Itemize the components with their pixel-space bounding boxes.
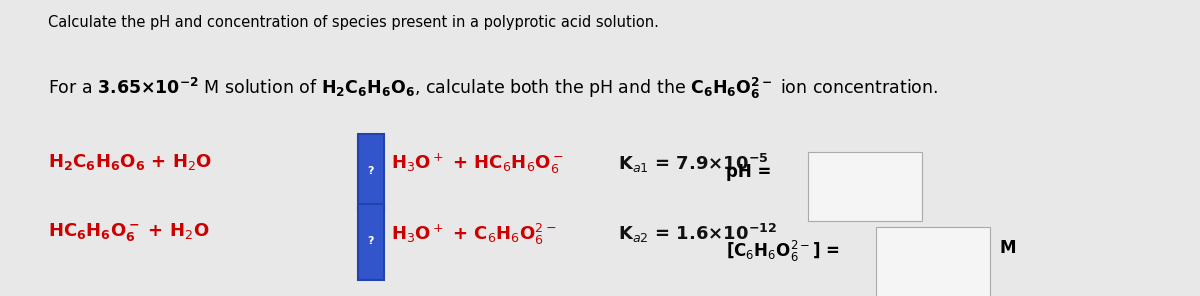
FancyBboxPatch shape	[358, 204, 384, 280]
Text: ?: ?	[367, 236, 374, 246]
Text: K$_{a1}$ = $\mathbf{7.9{\times}10^{-5}}$: K$_{a1}$ = $\mathbf{7.9{\times}10^{-5}}$	[618, 152, 769, 175]
Text: pH =: pH =	[726, 163, 772, 181]
FancyBboxPatch shape	[808, 152, 922, 221]
Text: H$_3$O$^+$ + HC$_6$H$_6$O$_6^-$: H$_3$O$^+$ + HC$_6$H$_6$O$_6^-$	[391, 152, 564, 176]
Text: H$_3$O$^+$ + C$_6$H$_6$O$_6^{2-}$: H$_3$O$^+$ + C$_6$H$_6$O$_6^{2-}$	[391, 221, 557, 247]
Text: [C$_6$H$_6$O$_6^{2-}$] =: [C$_6$H$_6$O$_6^{2-}$] =	[726, 239, 840, 264]
Text: For a $\mathbf{3.65{\times}10^{-2}}$ M solution of $\mathbf{H_2C_6H_6O_6}$, calc: For a $\mathbf{3.65{\times}10^{-2}}$ M s…	[48, 76, 938, 101]
Text: K$_{a2}$ = $\mathbf{1.6{\times}10^{-12}}$: K$_{a2}$ = $\mathbf{1.6{\times}10^{-12}}…	[618, 221, 778, 244]
FancyBboxPatch shape	[876, 227, 990, 296]
Text: $\mathbf{HC_6H_6O_6^-}$ + H$_2$O: $\mathbf{HC_6H_6O_6^-}$ + H$_2$O	[48, 221, 210, 244]
FancyBboxPatch shape	[358, 134, 384, 210]
Text: M: M	[1000, 239, 1016, 257]
Text: Calculate the pH and concentration of species present in a polyprotic acid solut: Calculate the pH and concentration of sp…	[48, 15, 659, 30]
Text: ?: ?	[367, 166, 374, 176]
Text: $\mathbf{H_2C_6H_6O_6}$ + H$_2$O: $\mathbf{H_2C_6H_6O_6}$ + H$_2$O	[48, 152, 212, 172]
